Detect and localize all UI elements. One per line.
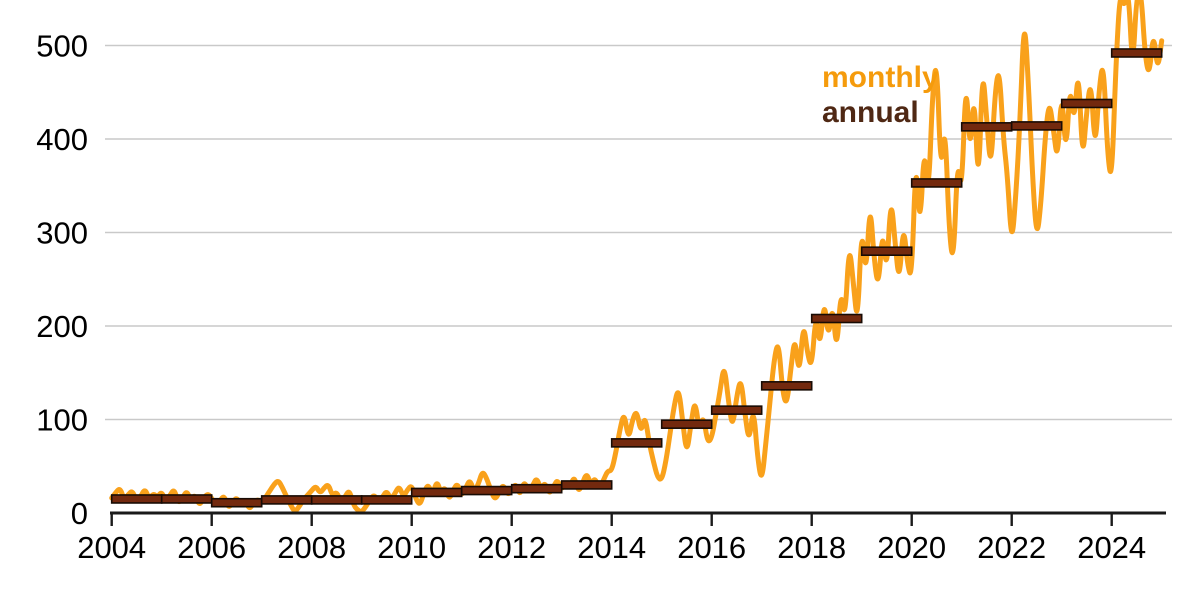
annual-bar-2012	[510, 483, 563, 494]
annual-bar-2004	[110, 494, 163, 504]
annual-bar-2023	[1060, 98, 1113, 109]
y-tick-label-400: 400	[36, 122, 88, 157]
legend-monthly-label: monthly	[822, 61, 939, 94]
annual-bar-2018	[810, 313, 863, 324]
annual-bar-2013	[560, 480, 613, 490]
x-tick-label-2004: 2004	[77, 530, 146, 565]
annual-bar-2005	[160, 494, 213, 504]
x-tick-label-2014: 2014	[577, 530, 646, 565]
annual-bar-2024	[1110, 48, 1163, 58]
annual-bar-2016	[710, 405, 763, 415]
legend-annual-label: annual	[822, 96, 919, 130]
x-tick-label-2016: 2016	[677, 530, 746, 565]
monthly-line	[109, 0, 1165, 514]
y-tick-label-0: 0	[71, 496, 88, 531]
x-tick-label-2024: 2024	[1077, 530, 1146, 565]
annual-bar-2006	[210, 497, 263, 508]
annual-bar-2008	[310, 495, 363, 505]
annual-bar-2014	[610, 438, 663, 448]
annual-bar-2019	[860, 246, 913, 256]
annual-bar-2015	[660, 419, 713, 429]
annual-bar-2021	[960, 122, 1013, 132]
annual-bar-2007	[260, 495, 313, 505]
annual-bar-2009	[360, 495, 413, 505]
x-tick-label-2022: 2022	[977, 530, 1046, 565]
chart-legend: monthly annual	[822, 60, 939, 130]
annual-bar-2022	[1010, 121, 1063, 131]
x-tick-label-2006: 2006	[177, 530, 246, 565]
y-tick-label-500: 500	[36, 29, 88, 64]
x-tick-label-2018: 2018	[777, 530, 846, 565]
annual-bar-2020	[910, 178, 963, 188]
annual-bar-2011	[460, 485, 513, 496]
annual-bar-2010	[410, 487, 463, 498]
y-tick-label-200: 200	[36, 309, 88, 344]
x-tick-label-2008: 2008	[277, 530, 346, 565]
x-tick-label-2020: 2020	[877, 530, 946, 565]
x-tick-label-2012: 2012	[477, 530, 546, 565]
annual-bar-2017	[760, 381, 813, 391]
x-tick-label-2010: 2010	[377, 530, 446, 565]
y-tick-label-300: 300	[36, 216, 88, 251]
y-tick-label-100: 100	[36, 403, 88, 438]
